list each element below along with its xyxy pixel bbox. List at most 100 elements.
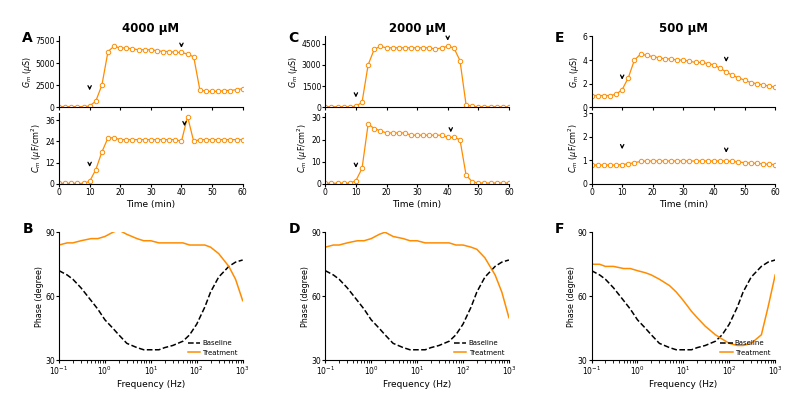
Baseline [700,343,710,348]
Treatment [238,298,247,303]
Treatment [398,236,408,241]
Treatment [114,228,124,232]
Treatment [587,262,597,266]
Treatment [100,234,109,239]
Baseline [398,345,408,350]
Treatment [54,243,64,247]
Baseline [626,307,635,311]
Treatment [320,245,330,249]
Baseline [93,307,102,311]
Treatment [655,277,664,281]
Baseline [420,347,430,352]
Treatment [109,230,118,234]
Baseline [380,333,390,337]
Baseline [647,333,656,337]
Baseline [100,318,109,322]
Baseline [342,286,352,290]
Treatment [427,241,436,245]
Baseline [154,347,164,352]
X-axis label: Time (min): Time (min) [126,200,176,209]
Baseline [451,333,460,337]
Treatment [445,241,454,245]
Treatment [420,241,430,245]
Y-axis label: $G_m$ ($\mu$S): $G_m$ ($\mu$S) [21,56,34,88]
Y-axis label: $C_m$ ($\mu$F/cm$^2$): $C_m$ ($\mu$F/cm$^2$) [29,124,44,173]
Baseline [665,345,674,350]
Treatment [434,241,444,245]
Baseline [146,347,156,352]
Baseline [472,290,482,294]
Baseline [587,268,597,273]
Treatment [490,273,500,277]
Treatment [132,236,142,241]
Line: Treatment: Treatment [325,232,509,318]
Treatment [375,232,384,237]
Y-axis label: $G_m$ ($\mu$S): $G_m$ ($\mu$S) [287,56,300,88]
Baseline [497,260,507,264]
Baseline [62,273,72,277]
Treatment [178,241,187,245]
Baseline [480,275,490,279]
Legend: Baseline, Treatment: Baseline, Treatment [719,339,772,357]
Treatment [154,241,164,245]
Treatment [200,243,209,247]
Legend: Baseline, Treatment: Baseline, Treatment [453,339,505,357]
Treatment [214,251,224,256]
Baseline [633,318,642,322]
Treatment [405,238,415,243]
X-axis label: Time (min): Time (min) [659,200,708,209]
Treatment [467,245,476,249]
Treatment [412,238,422,243]
Treatment [168,241,177,245]
X-axis label: Frequency (Hz): Frequency (Hz) [116,380,185,389]
Treatment [693,315,702,320]
Baseline [360,307,369,311]
Treatment [700,324,710,329]
Treatment [353,238,362,243]
Treatment [139,238,149,243]
Treatment [146,238,156,243]
Treatment [472,247,482,252]
Treatment [76,238,86,243]
Treatment [756,333,766,337]
Treatment [626,266,635,271]
Treatment [497,290,507,294]
Baseline [388,341,397,346]
Baseline [490,264,500,269]
Y-axis label: $G_m$ ($\mu$S): $G_m$ ($\mu$S) [568,56,581,88]
Baseline [412,347,422,352]
Baseline [76,286,86,290]
Baseline [467,305,476,309]
Treatment [718,337,727,341]
Baseline [608,286,618,290]
Title: 500 μM: 500 μM [659,22,708,35]
Baseline [367,318,376,322]
Treatment [206,245,216,249]
Text: B: B [22,222,33,236]
Baseline [122,341,131,346]
Baseline [427,345,436,350]
Y-axis label: Phase (degree): Phase (degree) [301,266,310,327]
Baseline [224,264,234,269]
Baseline [678,347,688,352]
Baseline [132,345,142,350]
Treatment [633,268,642,273]
Treatment [770,273,780,277]
Baseline [434,343,444,348]
Y-axis label: $C_m$ ($\mu$F/cm$^2$): $C_m$ ($\mu$F/cm$^2$) [296,124,310,173]
Baseline [693,345,702,350]
Baseline [329,273,338,277]
Baseline [206,290,216,294]
Y-axis label: Phase (degree): Phase (degree) [567,266,576,327]
Treatment [619,266,628,271]
Treatment [763,305,773,309]
Treatment [367,236,376,241]
Baseline [87,298,96,303]
Baseline [770,258,780,262]
Treatment [160,241,169,245]
Treatment [360,238,369,243]
Text: F: F [555,222,564,236]
Baseline [231,260,240,264]
Y-axis label: Phase (degree): Phase (degree) [35,266,44,327]
Text: D: D [289,222,300,236]
